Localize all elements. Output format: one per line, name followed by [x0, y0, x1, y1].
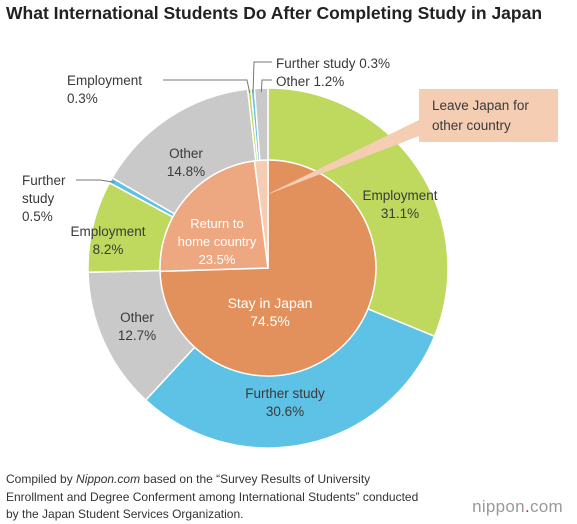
outer-label-stay-in-japan-further-study: Further study 30.6%	[245, 386, 325, 419]
inner-pie	[159, 159, 377, 377]
callout-label: Leave Japan for other country	[432, 98, 529, 133]
outer-label-leave-japan-for-other-country-employment: Employment 0.3%	[67, 73, 142, 106]
inner-label-stay-in-japan: Stay in Japan 74.5%	[228, 295, 313, 329]
source-site: Nippon.com	[76, 472, 141, 486]
callout-pointer	[263, 120, 419, 197]
nested-donut-chart: Stay in Japan 74.5% Return to home country 2…	[22, 56, 558, 449]
inner-slice-return-to-home-country	[159, 160, 269, 273]
brand-right: com	[529, 497, 563, 516]
nippon-logo: nippon.com	[472, 497, 563, 517]
outer-label-return-to-home-country-further-study: Further study 0.5%	[22, 173, 66, 224]
inner-label-return-to-home-country: Return to home country 23.5%	[178, 216, 257, 267]
brand-dot: .	[524, 497, 530, 516]
leader-lines	[76, 61, 272, 183]
leader-line-4	[76, 179, 115, 183]
inner-slice-leave-japan-for-other-country	[253, 159, 269, 269]
brand-left: nippon	[472, 497, 525, 516]
leader-line-8	[260, 79, 272, 93]
source-text: based on the “Survey Results of Universi…	[6, 472, 419, 521]
leader-line-6	[163, 79, 251, 94]
source-note: Compiled by Nippon.com based on the “Sur…	[6, 471, 426, 524]
outer-label-leave-japan-for-other-country-other: Other 1.2%	[276, 74, 344, 89]
outer-label-stay-in-japan-other: Other 12.7%	[118, 310, 156, 343]
chart-title: What International Students Do After Com…	[6, 3, 543, 23]
outer-label-return-to-home-country-employment: Employment 8.2%	[70, 224, 145, 257]
leader-line-7	[252, 61, 272, 93]
chart-labels: Stay in Japan 74.5% Return to home country 2…	[22, 56, 558, 419]
outer-label-return-to-home-country-other: Other 14.8%	[167, 146, 205, 179]
outer-label-leave-japan-for-other-country-further-study: Further study 0.3%	[276, 56, 390, 71]
outer-label-stay-in-japan-employment: Employment 31.1%	[362, 188, 437, 221]
callout-box	[419, 89, 558, 142]
source-prefix: Compiled by	[6, 472, 77, 486]
